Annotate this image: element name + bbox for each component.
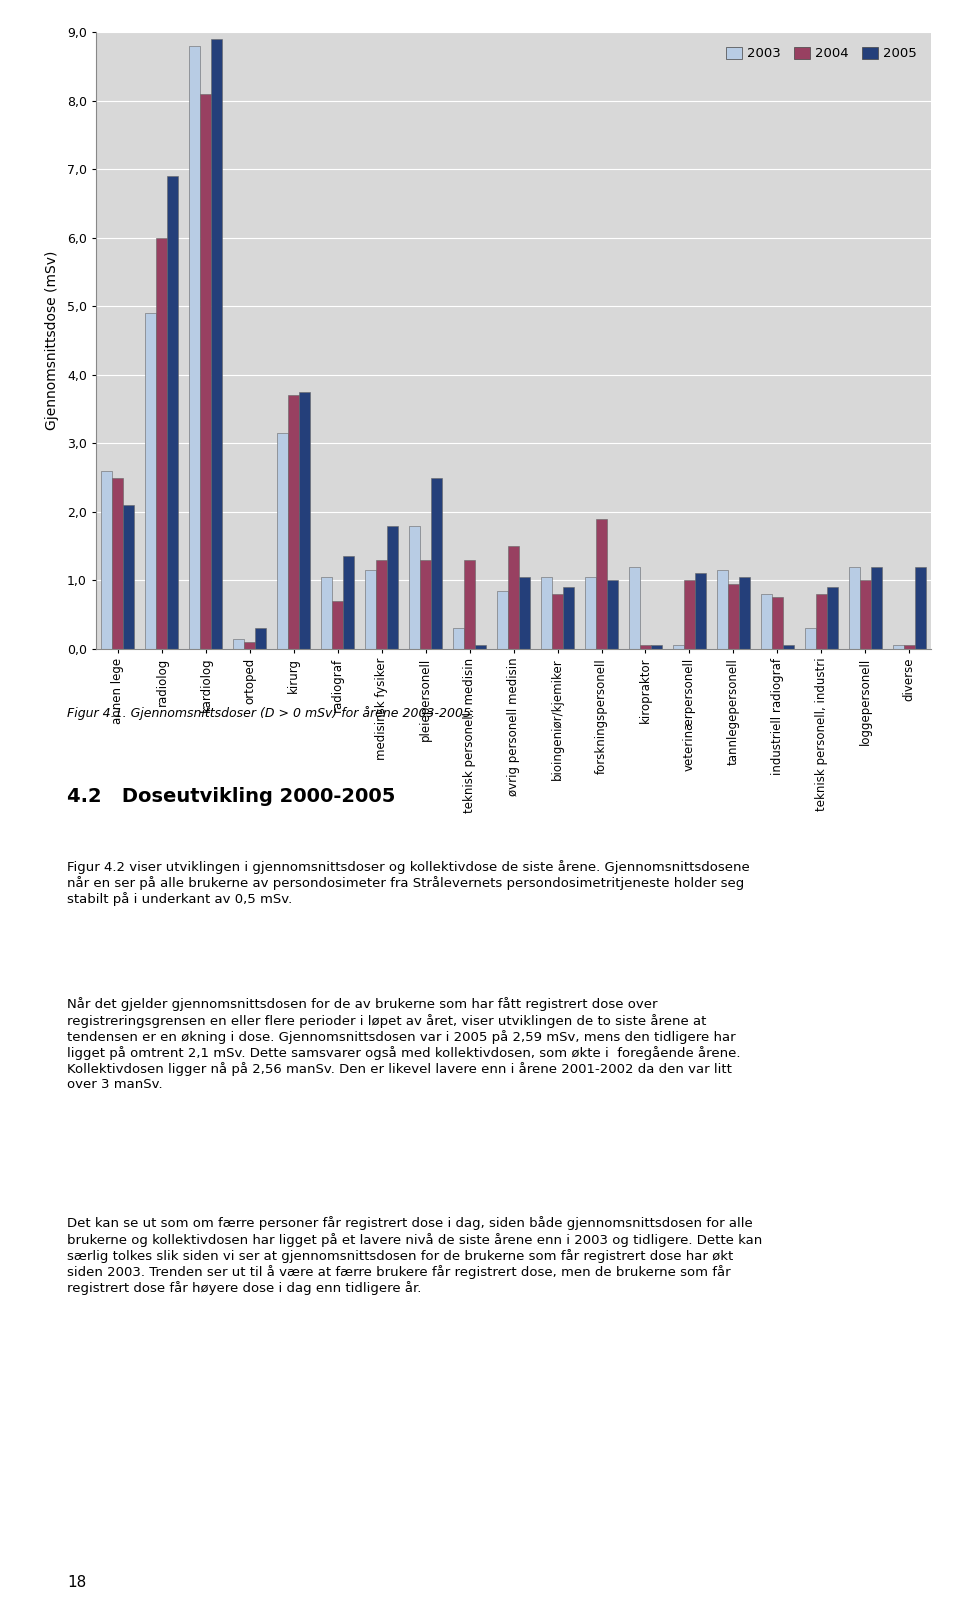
Bar xyxy=(640,646,651,649)
Bar xyxy=(739,577,750,649)
Bar xyxy=(761,594,772,649)
Bar xyxy=(519,577,530,649)
Bar xyxy=(717,569,728,649)
Bar xyxy=(596,519,607,649)
Bar xyxy=(102,470,112,649)
Bar xyxy=(233,639,245,649)
Bar xyxy=(673,646,684,649)
Bar xyxy=(112,477,124,649)
Bar xyxy=(893,646,903,649)
Bar xyxy=(156,238,167,649)
Bar xyxy=(288,396,300,649)
Text: Figur 4.1. Gjennomsnittsdoser (D > 0 mSv) for årene 2003-2005.: Figur 4.1. Gjennomsnittsdoser (D > 0 mSv… xyxy=(67,706,475,720)
Bar xyxy=(189,45,201,649)
Bar xyxy=(816,594,827,649)
Bar xyxy=(585,577,596,649)
Bar xyxy=(387,526,398,649)
Bar xyxy=(541,577,552,649)
Bar xyxy=(167,177,179,649)
Bar xyxy=(453,628,464,649)
Bar xyxy=(903,646,915,649)
Bar xyxy=(464,560,475,649)
Bar xyxy=(629,566,640,649)
Bar xyxy=(365,569,376,649)
Bar xyxy=(211,39,223,649)
Bar xyxy=(201,94,211,649)
Bar xyxy=(322,577,332,649)
Bar xyxy=(772,597,782,649)
Bar xyxy=(497,590,508,649)
Bar xyxy=(245,642,255,649)
Text: Figur 4.2 viser utviklingen i gjennomsnittsdoser og kollektivdose de siste årene: Figur 4.2 viser utviklingen i gjennomsni… xyxy=(67,860,750,907)
Bar xyxy=(420,560,431,649)
Bar xyxy=(651,646,662,649)
Bar xyxy=(804,628,816,649)
Bar xyxy=(684,581,695,649)
Bar xyxy=(552,594,564,649)
Bar xyxy=(860,581,871,649)
Bar xyxy=(376,560,387,649)
Bar xyxy=(409,526,420,649)
Bar xyxy=(332,600,344,649)
Bar xyxy=(146,313,156,649)
Y-axis label: Gjennomsnittsdose (mSv): Gjennomsnittsdose (mSv) xyxy=(44,251,59,430)
Bar xyxy=(344,556,354,649)
Bar xyxy=(475,646,486,649)
Bar xyxy=(915,566,925,649)
Text: 18: 18 xyxy=(67,1575,86,1590)
Bar xyxy=(695,574,706,649)
Bar xyxy=(564,587,574,649)
Bar xyxy=(431,477,443,649)
Bar xyxy=(728,584,739,649)
Text: 4.2   Doseutvikling 2000-2005: 4.2 Doseutvikling 2000-2005 xyxy=(67,787,396,806)
Bar xyxy=(508,547,519,649)
Legend: 2003, 2004, 2005: 2003, 2004, 2005 xyxy=(718,39,924,68)
Bar xyxy=(607,581,618,649)
Bar xyxy=(827,587,838,649)
Text: Når det gjelder gjennomsnittsdosen for de av brukerne som har fått registrert do: Når det gjelder gjennomsnittsdosen for d… xyxy=(67,998,741,1092)
Bar xyxy=(124,504,134,649)
Bar xyxy=(782,646,794,649)
Bar xyxy=(849,566,860,649)
Bar xyxy=(277,433,288,649)
Bar xyxy=(255,628,266,649)
Text: Det kan se ut som om færre personer får registrert dose i dag, siden både gjenno: Det kan se ut som om færre personer får … xyxy=(67,1216,762,1294)
Bar xyxy=(300,393,310,649)
Bar xyxy=(871,566,881,649)
